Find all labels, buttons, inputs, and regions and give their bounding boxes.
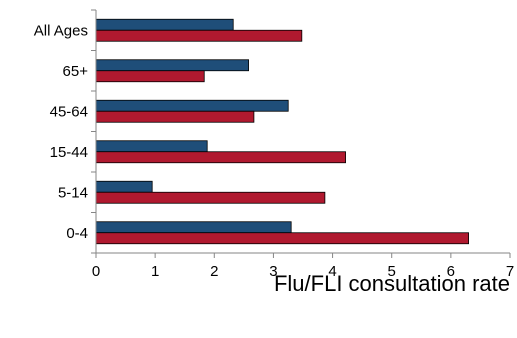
bar-series-1 — [95, 140, 208, 153]
x-axis-title: Flu/FLI consultation rate — [274, 271, 510, 296]
x-tick-label: 4 — [328, 263, 336, 280]
bar-series-1 — [95, 99, 289, 112]
category-label: 65+ — [63, 63, 89, 80]
labels-layer: 0 1 2 3 4 5 6 7 All Ages 65+ 45-64 15-44 5-14 0-4 — [34, 22, 514, 280]
bar-series-1 — [95, 59, 249, 72]
x-tick-label: 1 — [151, 263, 159, 280]
bar-series-2 — [95, 70, 205, 83]
x-tick-label: 0 — [92, 263, 100, 280]
bars-layer — [95, 18, 470, 245]
ticks-layer — [91, 9, 511, 258]
bar-series-2 — [95, 151, 346, 164]
x-tick-label: 2 — [210, 263, 218, 280]
bar-series-1 — [95, 180, 153, 193]
category-label: 15-44 — [50, 144, 88, 161]
x-tick-label: 5 — [388, 263, 396, 280]
bar-series-2 — [95, 191, 326, 204]
bar-series-2 — [95, 232, 470, 245]
category-label: 5-14 — [58, 184, 88, 201]
x-tick-label: 7 — [506, 263, 514, 280]
x-tick-label: 6 — [447, 263, 455, 280]
bar-series-2 — [95, 29, 303, 42]
x-tick-label: 3 — [269, 263, 277, 280]
axes-layer — [95, 10, 510, 254]
bar-series-2 — [95, 110, 255, 123]
bar-series-1 — [95, 18, 234, 31]
bar-series-1 — [95, 221, 292, 234]
category-label: 0-4 — [66, 225, 88, 242]
category-label: 45-64 — [50, 103, 88, 120]
category-label: All Ages — [34, 22, 88, 39]
